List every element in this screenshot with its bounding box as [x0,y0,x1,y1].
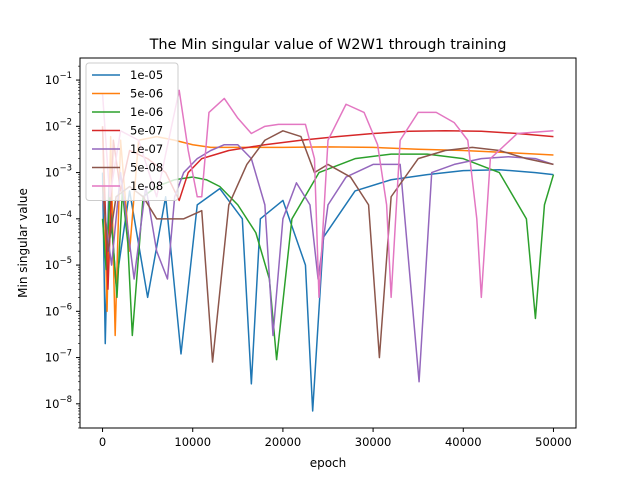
x-tick-label: 30000 [355,435,392,449]
y-axis-label: Min singular value [16,188,30,298]
x-axis: 0 10000 20000 30000 40000 50000 [99,428,572,449]
x-tick-label: 50000 [535,435,572,449]
legend-label: 5e-07 [130,124,163,138]
legend-label: 5e-08 [130,161,163,175]
x-tick-label: 20000 [265,435,302,449]
y-tick-label: 10−4 [45,210,72,226]
x-tick-label: 40000 [445,435,482,449]
y-tick-label: 10−7 [45,349,72,365]
legend-label: 5e-06 [130,87,163,101]
legend-label: 1e-06 [130,105,163,119]
series-line-0 [101,169,554,412]
y-tick-label: 10−5 [45,256,72,272]
series-line-4 [101,143,554,383]
chart-title: The Min singular value of W2W1 through t… [149,37,507,53]
y-axis: 10−8 10−7 10−6 10−5 10−4 10−3 10−2 10−1 [45,65,80,429]
series-line-6 [101,89,554,299]
legend: 1e-05 5e-06 1e-06 5e-07 1e-07 5e-08 1e-08 [85,62,179,201]
series-line-5 [101,130,554,363]
y-tick-label: 10−3 [45,164,72,180]
x-axis-label: epoch [310,456,347,470]
legend-label: 1e-08 [130,179,163,193]
legend-label: 1e-07 [130,142,163,156]
y-tick-label: 10−2 [45,117,72,133]
x-tick-label: 0 [99,435,106,449]
y-tick-label: 10−1 [45,71,72,87]
y-tick-label: 10−6 [45,302,72,318]
x-tick-label: 10000 [174,435,211,449]
series-line-1 [101,126,554,337]
series-line-2 [101,153,555,361]
legend-box [85,62,179,201]
legend-label: 1e-05 [130,68,163,82]
y-tick-label: 10−8 [45,395,72,411]
